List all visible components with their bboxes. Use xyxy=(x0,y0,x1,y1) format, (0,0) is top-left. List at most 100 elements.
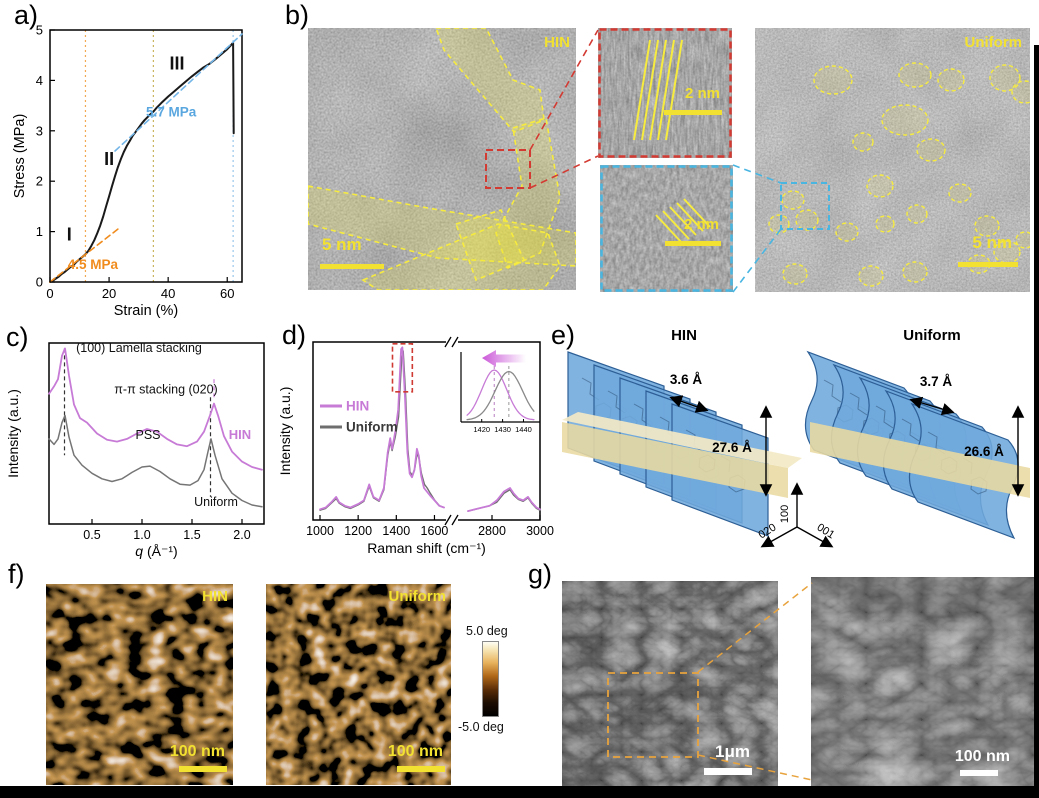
hin-tag: HIN xyxy=(202,588,228,605)
hin-tag: HIN xyxy=(544,34,570,51)
svg-text:Raman shift (cm⁻¹): Raman shift (cm⁻¹) xyxy=(367,540,486,556)
zoom-region-box-red xyxy=(485,149,531,189)
scalebar xyxy=(704,768,752,775)
hin-lamella-label: 27.6 Å xyxy=(712,440,752,455)
uniform-pi-spacing-label: 3.7 Å xyxy=(920,374,953,389)
svg-text:4: 4 xyxy=(36,73,43,88)
tem-image-uniform: Uniform 5 nm xyxy=(755,28,1030,292)
svg-text:20: 20 xyxy=(102,286,116,301)
svg-text:0.5: 0.5 xyxy=(83,528,100,542)
sem-image-overview: 1μm xyxy=(562,581,778,786)
scalebar xyxy=(320,264,384,269)
svg-text:q (Å⁻¹): q (Å⁻¹) xyxy=(135,543,177,559)
scalebar-label: 2 nm xyxy=(684,85,720,102)
scalebar xyxy=(179,766,227,772)
packing-schematic: HIN Uniform 3.6 Å 27.6 Å 3.7 Å 26.6 Å 10… xyxy=(562,327,1030,548)
afm-image-hin: HIN 100 nm xyxy=(46,584,233,785)
svg-text:π-π stacking (020): π-π stacking (020) xyxy=(114,383,217,397)
svg-text:2: 2 xyxy=(36,174,43,189)
svg-text:2.0: 2.0 xyxy=(233,528,250,542)
svg-text:4.5 MPa: 4.5 MPa xyxy=(68,257,119,272)
colorbar-min-label: -5.0 deg xyxy=(458,720,504,734)
panel-c-label: c) xyxy=(6,322,29,352)
nanofiber-outline xyxy=(435,28,545,133)
svg-text:3: 3 xyxy=(36,123,43,138)
zoom-region-box-cyan xyxy=(780,182,830,230)
panel-a-label: a) xyxy=(14,0,39,30)
svg-text:Intensity (a.u.): Intensity (a.u.) xyxy=(278,387,293,476)
scalebar-label: 1μm xyxy=(715,742,750,761)
svg-text:0: 0 xyxy=(36,275,43,290)
svg-text:1.0: 1.0 xyxy=(133,528,150,542)
nanofiber-outline xyxy=(454,209,526,282)
svg-text:Intensity (a.u.): Intensity (a.u.) xyxy=(5,389,21,478)
scalebar xyxy=(958,262,1018,267)
colorbar-max-label: 5.0 deg xyxy=(466,624,508,638)
uniform-tag: Uniform xyxy=(964,34,1023,51)
raman-chart: 1000 1200 1400 1600 2800 3000 Raman shift (cm⁻… xyxy=(278,336,554,556)
svg-text:Uniform: Uniform xyxy=(346,420,398,435)
svg-text:2800: 2800 xyxy=(478,524,506,538)
svg-text:II: II xyxy=(104,149,114,169)
svg-text:Stress (MPa): Stress (MPa) xyxy=(12,114,28,199)
scalebar xyxy=(665,241,721,246)
panel-b-label: b) xyxy=(285,0,310,30)
giwaxs-chart: 0.5 1.0 1.5 2.0 q (Å⁻¹) Intensity (a.u.) (100)… xyxy=(5,341,265,559)
scalebar-label: 5 nm xyxy=(322,235,362,254)
hin-pi-spacing-label: 3.6 Å xyxy=(670,372,703,387)
panel-d-label: d) xyxy=(282,320,307,350)
phase-colorbar xyxy=(482,641,499,717)
svg-text:HIN: HIN xyxy=(229,427,251,442)
svg-text:40: 40 xyxy=(161,286,175,301)
scalebar-label: 100 nm xyxy=(954,748,1010,765)
afm-image-uniform: Uniform 100 nm xyxy=(266,584,451,785)
zoom-region-box-orange xyxy=(607,672,699,758)
axis-100-label: 100 xyxy=(779,505,791,523)
svg-text:Strain (%): Strain (%) xyxy=(114,303,178,319)
bottom-border-bar xyxy=(0,786,1039,798)
nanofiber-outline xyxy=(308,185,576,267)
svg-text:1420: 1420 xyxy=(473,425,490,434)
pss-slab-hin xyxy=(562,422,788,498)
svg-text:0: 0 xyxy=(46,286,53,301)
inset-border-red xyxy=(598,28,732,158)
right-border-bar xyxy=(1034,45,1039,798)
pss-slab-top xyxy=(562,412,802,468)
uniform-tag: Uniform xyxy=(388,588,447,605)
svg-text:(100) Lamella stacking: (100) Lamella stacking xyxy=(76,341,202,355)
uniform-lamella-label: 26.6 Å xyxy=(964,444,1004,459)
inset-border-cyan xyxy=(600,165,733,292)
svg-text:1400: 1400 xyxy=(382,524,410,538)
scalebar xyxy=(960,770,998,776)
svg-text:1200: 1200 xyxy=(344,524,372,538)
tem-image-hin: HIN 5 nm xyxy=(308,28,576,290)
svg-text:60: 60 xyxy=(220,286,234,301)
uniform-pi-spacing-arrow xyxy=(909,396,955,416)
scalebar-label: 5 nm xyxy=(972,233,1012,252)
svg-text:3000: 3000 xyxy=(526,524,554,538)
hin-pi-spacing-arrow xyxy=(669,395,709,413)
svg-text:1: 1 xyxy=(36,224,43,239)
svg-text:III: III xyxy=(170,53,185,73)
scalebar-label: 100 nm xyxy=(169,743,225,760)
tem-inset-hin-lattice: 2 nm xyxy=(598,28,732,158)
nanofiber-outline xyxy=(361,223,561,290)
svg-text:PSS: PSS xyxy=(135,428,160,442)
svg-text:1.5: 1.5 xyxy=(183,528,200,542)
svg-text:1000: 1000 xyxy=(306,524,334,538)
svg-text:1440: 1440 xyxy=(515,425,532,434)
scalebar-label: 100 nm xyxy=(387,743,443,760)
panel-g-label: g) xyxy=(528,559,553,589)
svg-text:I: I xyxy=(67,225,72,245)
svg-text:Uniform: Uniform xyxy=(194,495,238,509)
panel-f-label: f) xyxy=(8,559,25,589)
scalebar xyxy=(397,766,445,772)
pss-slab-uniform xyxy=(810,422,1030,498)
hin-schematic-title: HIN xyxy=(671,327,697,344)
svg-text:1600: 1600 xyxy=(421,524,449,538)
panel-e-label: e) xyxy=(551,320,576,350)
scalebar-label: 2 nm xyxy=(683,216,719,233)
svg-text:1430: 1430 xyxy=(494,425,511,434)
